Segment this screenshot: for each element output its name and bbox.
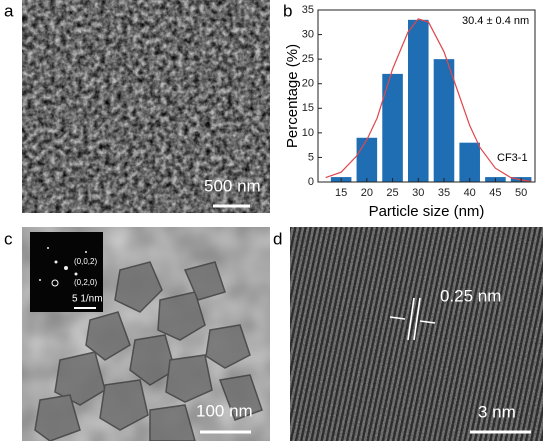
y-tick-label: 30 [302,28,314,40]
y-tick-label: 25 [302,53,314,65]
bar [459,142,480,182]
panel-label: c [4,229,13,248]
inset-scale-label: 5 1/nm [72,294,103,305]
y-tick-label: 0 [308,176,314,188]
x-tick-label: 40 [464,187,476,199]
x-tick-label: 25 [386,187,398,199]
x-tick-label: 30 [412,187,424,199]
bar [433,59,455,183]
tem-image: (0,0,2) (0,2,0) 5 1/nm 100 nm [22,227,270,441]
histogram: 0 5 10 15 20 25 30 35 15 20 25 30 35 40 45 50 Particle s… [284,4,536,220]
scale-bar-label: 500 nm [204,176,261,195]
annotation: 30.4 ± 0.4 nm [462,15,529,27]
bar [356,137,378,182]
hrtem-image: 0.25 nm 3 nm [290,227,543,441]
lattice-spacing: 0.25 nm [440,286,501,305]
y-tick-label: 15 [302,102,314,114]
scale-bar-label: 100 nm [196,401,253,420]
y-tick-label: 35 [302,4,314,16]
inset-label: (0,2,0) [74,278,97,287]
x-tick-label: 50 [515,187,527,199]
diffraction-inset [30,232,103,312]
fit-curve [325,18,532,183]
y-tick-label: 5 [308,151,314,163]
panel-label: a [4,1,14,20]
bar [407,19,429,183]
y-tick-label: 20 [302,78,314,90]
x-tick-label: 35 [438,187,450,199]
x-tick-label: 20 [361,187,373,199]
x-tick-label: 45 [489,187,501,199]
x-tick-label: 15 [335,187,347,199]
sem-image: 500 nm [22,0,270,213]
x-axis-label: Particle size (nm) [369,203,485,220]
y-axis-label: Percentage (%) [284,44,301,148]
panel-label: b [283,1,292,20]
inset-label: (0,0,2) [74,257,97,266]
panel-label: d [273,229,282,248]
scale-bar-label: 3 nm [478,402,516,421]
plot-frame [317,9,536,183]
bar [382,73,403,182]
annotation: CF3-1 [497,152,528,164]
y-tick-label: 10 [302,127,314,139]
